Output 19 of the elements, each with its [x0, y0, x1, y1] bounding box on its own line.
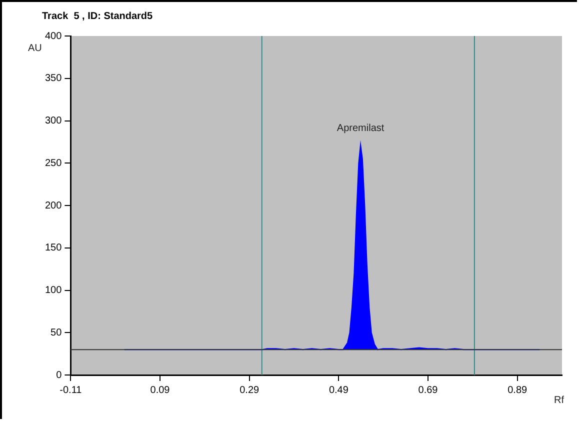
x-tick-label: 0.69	[418, 384, 438, 396]
y-tick-label: 100	[44, 285, 62, 296]
x-tick-label: 0.89	[508, 384, 528, 396]
y-tick-label: 350	[44, 73, 62, 84]
y-tick-label: 300	[44, 116, 62, 126]
annotation: Apremilast	[336, 123, 384, 134]
y-tick-label: 0	[56, 370, 62, 381]
y-tick-label: 400	[44, 30, 62, 42]
x-axis-title: Rf	[554, 394, 564, 406]
x-tick-label: 0.29	[240, 384, 260, 396]
y-tick-label: 200	[44, 200, 62, 212]
x-tick-label: -0.11	[60, 384, 82, 396]
x-tick-label: 0.09	[150, 384, 170, 396]
y-tick-label: 50	[50, 327, 62, 338]
x-tick-label: 0.49	[328, 384, 349, 396]
y-axis-title: AU	[28, 42, 42, 54]
chart-title: Track 5 , ID: Standard5	[42, 10, 154, 22]
y-tick-label: 250	[44, 158, 62, 169]
y-tick-label: 150	[44, 242, 62, 254]
